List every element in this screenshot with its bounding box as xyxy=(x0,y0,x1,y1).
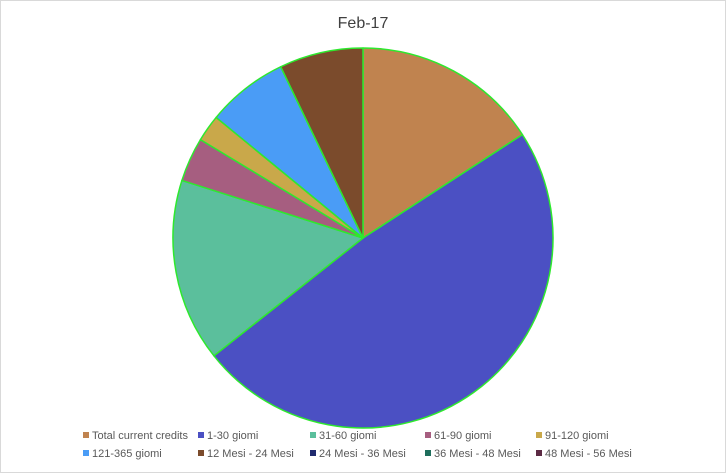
pie-slice-31-60-giomi xyxy=(172,179,364,357)
pie-slice-12-mesi-24-mesi xyxy=(279,47,364,239)
chart-title: Feb-17 xyxy=(337,15,389,32)
pie-slice-total-current-credits xyxy=(362,47,524,239)
pie-slice-1-30-giomi xyxy=(213,133,554,429)
